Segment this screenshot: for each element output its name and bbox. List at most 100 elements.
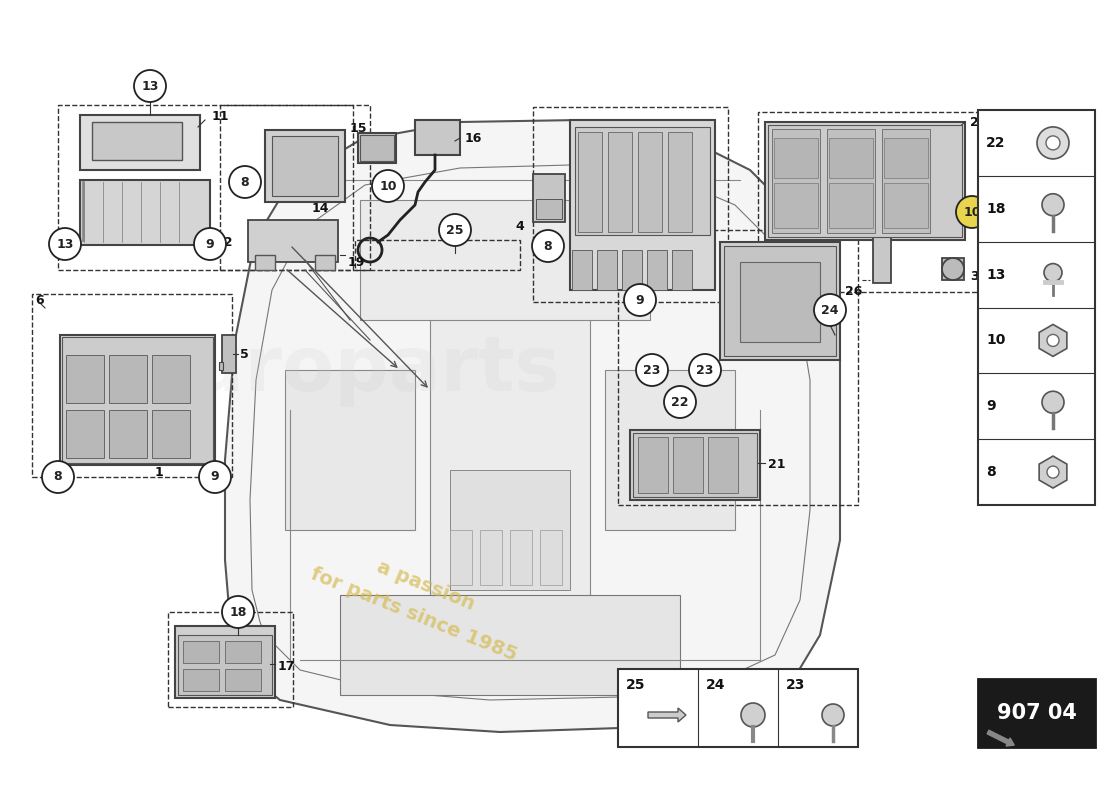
Bar [450,530,472,585]
Bar [66,355,104,403]
Text: 25: 25 [626,678,646,692]
Circle shape [1046,136,1060,150]
Bar [632,433,757,497]
Text: 8: 8 [54,470,63,483]
Bar [884,138,928,178]
Bar [829,183,873,228]
Circle shape [199,461,231,493]
Text: 24: 24 [822,303,838,317]
Circle shape [636,354,668,386]
Text: 2: 2 [970,115,979,129]
Bar [358,133,396,163]
Text: 11: 11 [212,110,230,123]
Bar [578,132,602,232]
Bar [109,410,147,458]
Bar [248,220,338,262]
Bar [226,669,261,691]
Circle shape [1044,263,1061,282]
Bar [450,470,570,590]
Bar [183,669,219,691]
Bar [638,437,668,493]
Circle shape [942,258,964,280]
Bar [152,410,190,458]
Bar [168,612,293,707]
Bar [827,129,875,233]
Text: 9: 9 [986,399,996,414]
Bar [178,635,272,695]
Circle shape [741,703,764,727]
Bar [621,250,642,290]
Bar [630,430,760,500]
Bar [618,669,858,747]
Circle shape [1047,334,1059,346]
Bar [32,294,232,477]
Text: 22: 22 [986,136,1005,150]
Bar [315,255,336,270]
Text: 23: 23 [644,363,661,377]
Text: 10: 10 [379,179,397,193]
Bar [572,250,592,290]
Bar [534,107,728,302]
Bar [570,120,715,290]
Text: 1: 1 [155,466,164,478]
Text: 21: 21 [768,458,785,471]
Bar [768,125,962,237]
Bar [708,437,738,493]
Text: a passion
for parts since 1985: a passion for parts since 1985 [308,535,531,665]
Text: 20: 20 [693,360,710,373]
Text: 12: 12 [216,235,233,249]
Bar [597,250,617,290]
Bar [430,250,590,600]
Circle shape [956,196,988,228]
Text: 9: 9 [206,238,214,250]
Circle shape [134,70,166,102]
Text: 9: 9 [636,294,645,306]
Circle shape [664,386,696,418]
Bar [219,362,223,370]
Circle shape [372,170,404,202]
Circle shape [194,228,226,260]
FancyArrow shape [648,708,686,722]
Text: 23: 23 [696,363,714,377]
Text: 3: 3 [970,270,979,282]
Polygon shape [1040,325,1067,357]
Bar [66,410,104,458]
Text: 7: 7 [636,302,645,315]
Bar [618,230,858,505]
Bar [608,132,632,232]
Text: 9: 9 [211,470,219,483]
Bar [355,240,520,270]
Bar [942,258,964,280]
Bar [152,355,190,403]
Text: 907 04: 907 04 [997,703,1077,723]
Bar [415,120,460,155]
Text: 15: 15 [350,122,367,134]
Text: 25: 25 [447,223,464,237]
Circle shape [624,284,656,316]
Bar [605,370,735,530]
Bar [58,105,353,270]
Bar [510,530,532,585]
Bar [536,199,562,219]
Bar [360,135,394,161]
FancyArrow shape [987,730,1014,746]
Bar [272,136,338,196]
Polygon shape [1040,456,1067,488]
Bar [724,246,836,356]
Bar [758,112,978,292]
Circle shape [532,230,564,262]
Circle shape [1037,127,1069,159]
Bar [575,127,710,235]
Text: 23: 23 [786,678,805,692]
Bar [668,132,692,232]
Text: 13: 13 [986,267,1005,282]
Bar [92,122,182,160]
Circle shape [1042,194,1064,216]
Bar [255,255,275,270]
Text: 8: 8 [543,239,552,253]
Text: 4: 4 [515,220,524,233]
Bar [978,110,1094,505]
Bar [109,355,147,403]
Bar [220,105,370,270]
Text: 13: 13 [56,238,74,250]
